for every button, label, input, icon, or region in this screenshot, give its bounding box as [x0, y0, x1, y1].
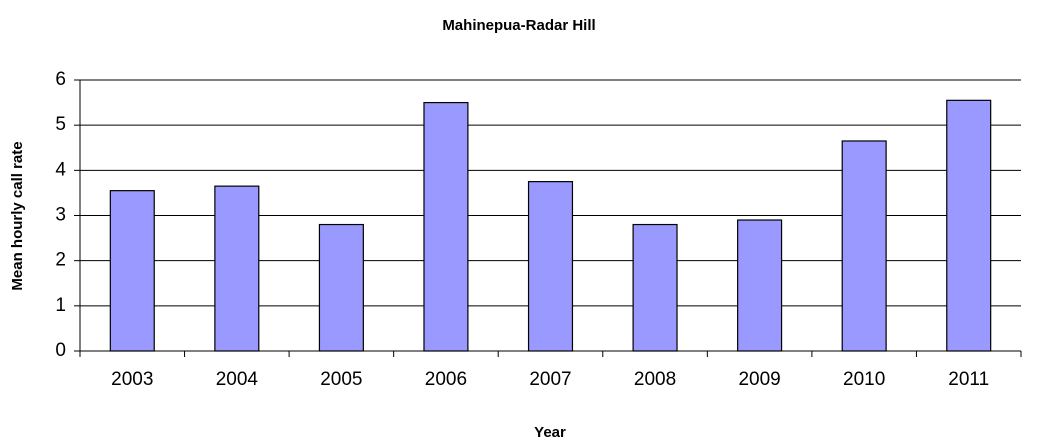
- y-tick-label: 1: [55, 295, 66, 316]
- bar: [214, 185, 260, 352]
- x-tick-label: 2006: [425, 369, 467, 390]
- bar: [318, 223, 364, 352]
- bar: [527, 181, 574, 352]
- bar: [109, 190, 155, 352]
- x-tick-label: 2007: [529, 369, 571, 390]
- y-tick-label: 0: [55, 340, 66, 361]
- bar: [632, 223, 678, 352]
- x-tick-label: 2004: [216, 369, 259, 390]
- y-tick-label: 4: [55, 159, 66, 180]
- y-tick-label: 6: [55, 69, 66, 90]
- x-axis-label: Year: [534, 424, 566, 441]
- bar: [841, 140, 887, 352]
- x-tick-label: 2010: [843, 369, 885, 390]
- x-tick-label: 2009: [738, 369, 780, 390]
- x-tick-label: 2008: [634, 369, 676, 390]
- x-tick-label: 2011: [948, 369, 989, 390]
- x-tick-label: 2005: [320, 369, 362, 390]
- y-tick-label: 2: [55, 250, 66, 271]
- y-tick-label: 3: [55, 205, 66, 226]
- bar: [423, 101, 469, 352]
- y-axis-label: Mean hourly call rate: [9, 141, 26, 290]
- chart-title: Mahinepua-Radar Hill: [442, 17, 595, 34]
- bar: [946, 99, 992, 352]
- y-tick-label: 5: [55, 114, 66, 135]
- x-tick-label: 2003: [111, 369, 153, 390]
- bar: [737, 219, 783, 352]
